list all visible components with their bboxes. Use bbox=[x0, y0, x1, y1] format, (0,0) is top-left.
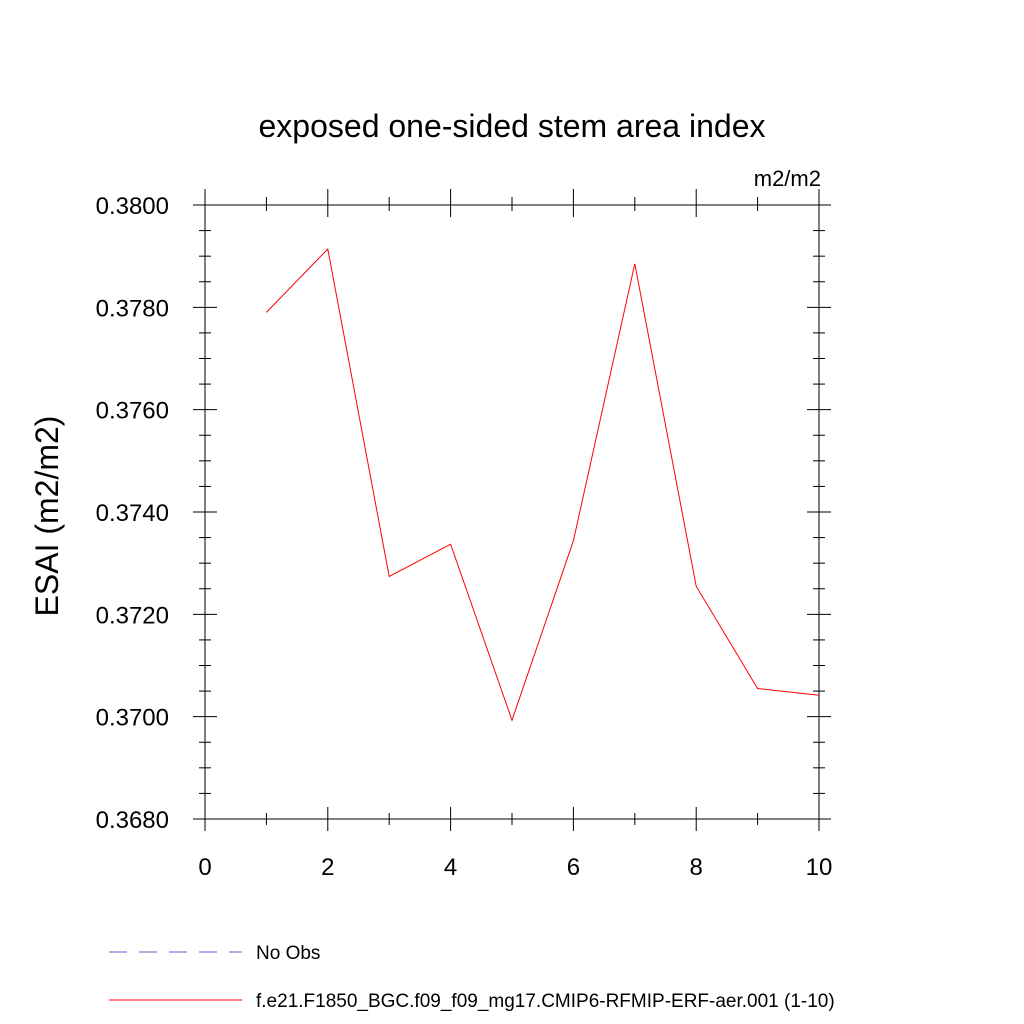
plot-frame bbox=[204, 204, 820, 820]
x-tick-label: 4 bbox=[444, 854, 457, 881]
y-tick-label: 0.3720 bbox=[96, 602, 169, 629]
x-tick-label: 8 bbox=[690, 854, 703, 881]
y-tick-label: 0.3680 bbox=[96, 807, 169, 834]
x-tick-label: 10 bbox=[806, 854, 833, 881]
y-tick-label: 0.3780 bbox=[96, 295, 169, 322]
legend-label-1: f.e21.F1850_BGC.f09_f09_mg17.CMIP6-RFMIP… bbox=[256, 991, 835, 1012]
axis-ticks: 0 2 4 6 8 10 0.3680 0.3700 0.3720 0.3740 0.3760 0.3… bbox=[96, 189, 833, 881]
units-label: m2/m2 bbox=[754, 166, 821, 191]
x-tick-label: 2 bbox=[321, 854, 334, 881]
y-tick-label: 0.3740 bbox=[96, 500, 169, 527]
x-tick-label: 6 bbox=[567, 854, 580, 881]
series-line-1 bbox=[266, 247, 820, 722]
y-tick-label: 0.3760 bbox=[96, 398, 169, 425]
legend-label-0: No Obs bbox=[256, 943, 320, 964]
series-layer bbox=[266, 247, 820, 722]
legend: No Obs f.e21.F1850_BGC.f09_f09_mg17.CMIP6… bbox=[109, 943, 835, 1012]
y-axis-label: ESAI (m2/m2) bbox=[29, 416, 65, 617]
x-tick-label: 0 bbox=[198, 854, 211, 881]
y-tick-label: 0.3800 bbox=[96, 193, 169, 220]
y-tick-label: 0.3700 bbox=[96, 705, 169, 732]
chart-title: exposed one-sided stem area index bbox=[259, 108, 766, 144]
